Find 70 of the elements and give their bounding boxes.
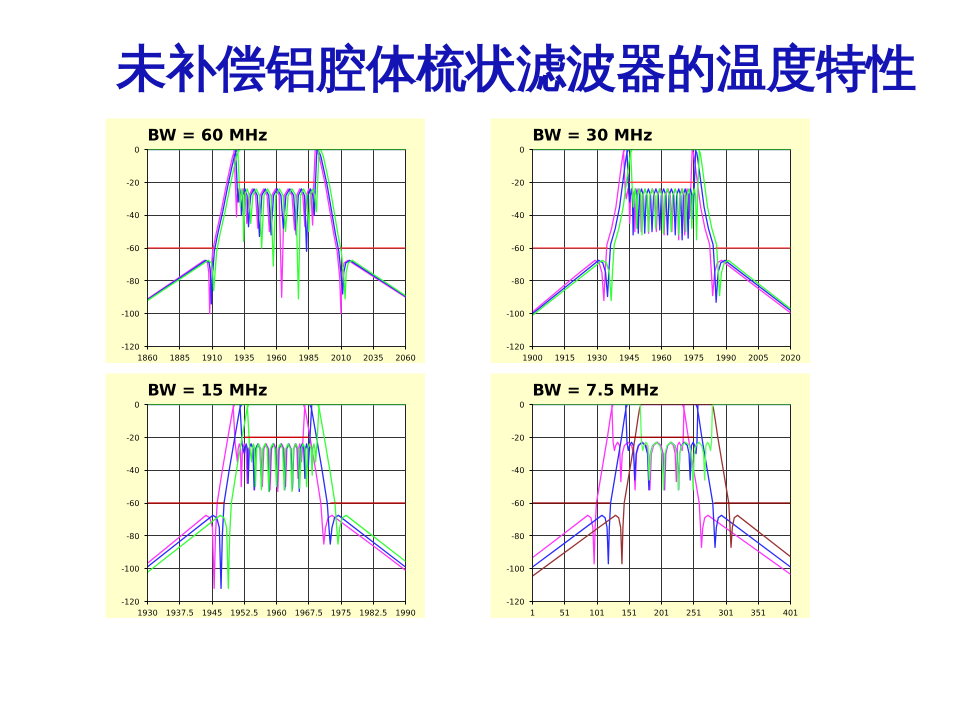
y-tick-label: -100 xyxy=(121,310,140,319)
x-tick-label: 1 xyxy=(530,608,536,618)
x-tick-label: 1967.5 xyxy=(294,608,323,618)
x-tick-label: 2035 xyxy=(363,354,384,362)
y-tick-label: -20 xyxy=(126,178,140,188)
x-tick-label: 1885 xyxy=(170,354,190,362)
y-tick-label: -20 xyxy=(126,433,140,442)
x-tick-label: 1900 xyxy=(522,354,543,362)
x-tick-label: 1990 xyxy=(716,354,736,362)
x-tick-label: 1930 xyxy=(586,354,608,362)
y-tick-label: -60 xyxy=(511,244,525,253)
y-tick-label: -20 xyxy=(511,178,525,188)
x-tick-label: 2020 xyxy=(780,354,801,362)
x-tick-label: 1910 xyxy=(202,354,222,362)
y-tick-label: -40 xyxy=(511,466,525,476)
x-tick-label: 251 xyxy=(686,608,702,618)
y-tick-label: 0 xyxy=(519,146,525,154)
x-tick-label: 301 xyxy=(718,608,734,618)
y-tick-label: 0 xyxy=(519,400,525,410)
x-tick-label: 1915 xyxy=(554,354,575,362)
x-tick-label: 151 xyxy=(622,608,637,618)
x-tick-label: 2010 xyxy=(330,354,352,362)
x-tick-label: 1952.5 xyxy=(230,608,258,618)
y-tick-label: 0 xyxy=(134,146,140,154)
x-tick-label: 1860 xyxy=(137,354,158,362)
y-tick-label: -100 xyxy=(506,310,524,319)
y-tick-label: -80 xyxy=(126,276,140,286)
y-tick-label: -100 xyxy=(506,564,524,574)
y-tick-label: -40 xyxy=(126,211,140,220)
x-tick-label: 401 xyxy=(782,608,798,618)
y-tick-label: -120 xyxy=(506,598,524,606)
line-series xyxy=(148,404,406,590)
x-tick-label: 2005 xyxy=(748,354,768,362)
chart-subtitle: BW = 15 MHz xyxy=(148,380,268,400)
y-tick-label: -100 xyxy=(121,564,140,574)
x-tick-label: 201 xyxy=(654,608,670,618)
chart-subtitle: BW = 30 MHz xyxy=(532,126,652,144)
y-tick-label: -120 xyxy=(121,598,140,606)
x-tick-label: 1985 xyxy=(298,354,319,362)
x-tick-label: 1945 xyxy=(202,608,222,618)
chart-subtitle: BW = 7.5 MHz xyxy=(532,380,659,400)
x-tick-label: 1975 xyxy=(684,354,704,362)
chart-subtitle: BW = 60 MHz xyxy=(148,126,268,144)
x-tick-label: 1945 xyxy=(619,354,640,362)
x-tick-label: 1960 xyxy=(266,354,287,362)
y-tick-label: -120 xyxy=(121,342,140,352)
y-tick-label: -40 xyxy=(126,466,140,476)
x-tick-label: 351 xyxy=(750,608,766,618)
y-tick-label: -120 xyxy=(506,342,524,352)
x-tick-label: 1960 xyxy=(266,608,287,618)
x-tick-label: 1990 xyxy=(395,608,416,618)
y-tick-label: -60 xyxy=(511,499,525,508)
x-tick-label: 51 xyxy=(560,608,570,618)
y-tick-label: -60 xyxy=(126,499,140,508)
x-tick-label: 1975 xyxy=(330,608,352,618)
y-tick-label: -40 xyxy=(511,211,525,220)
y-tick-label: -20 xyxy=(511,433,525,442)
x-tick-label: 1935 xyxy=(234,354,254,362)
x-tick-label: 101 xyxy=(589,608,605,618)
y-tick-label: -80 xyxy=(511,532,525,541)
x-tick-label: 1930 xyxy=(137,608,158,618)
x-tick-label: 1937.5 xyxy=(166,608,194,618)
y-tick-label: -80 xyxy=(126,532,140,541)
x-tick-label: 2060 xyxy=(395,354,416,362)
y-tick-label: -80 xyxy=(511,276,525,286)
text: 未补偿铝腔体梳状滤波器的温度特性 xyxy=(116,40,916,98)
y-tick-label: 0 xyxy=(134,400,140,410)
y-tick-label: -60 xyxy=(126,244,140,253)
x-tick-label: 1960 xyxy=(651,354,672,362)
x-tick-label: 1982.5 xyxy=(359,608,388,618)
